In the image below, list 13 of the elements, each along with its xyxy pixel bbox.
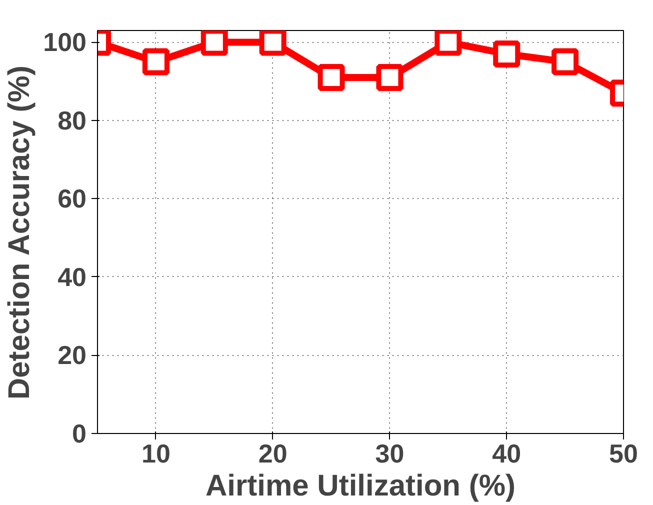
y-tick-label: 80 [58, 105, 86, 136]
x-axis-title: Airtime Utilization (%) [206, 470, 516, 502]
x-tick-label: 20 [258, 438, 288, 468]
x-tick-label: 10 [141, 438, 170, 468]
y-tick-label: 20 [58, 340, 86, 370]
y-tick-label: 100 [43, 27, 87, 58]
x-tick-label: 30 [375, 438, 404, 468]
y-tick-label: 60 [58, 184, 86, 214]
x-tick-label: 50 [609, 438, 638, 468]
y-axis-title: Detection Accuracy (%) [3, 66, 36, 400]
x-tick-label: 40 [492, 438, 522, 468]
y-tick-label: 0 [72, 418, 87, 448]
y-tick-label: 40 [58, 262, 86, 292]
